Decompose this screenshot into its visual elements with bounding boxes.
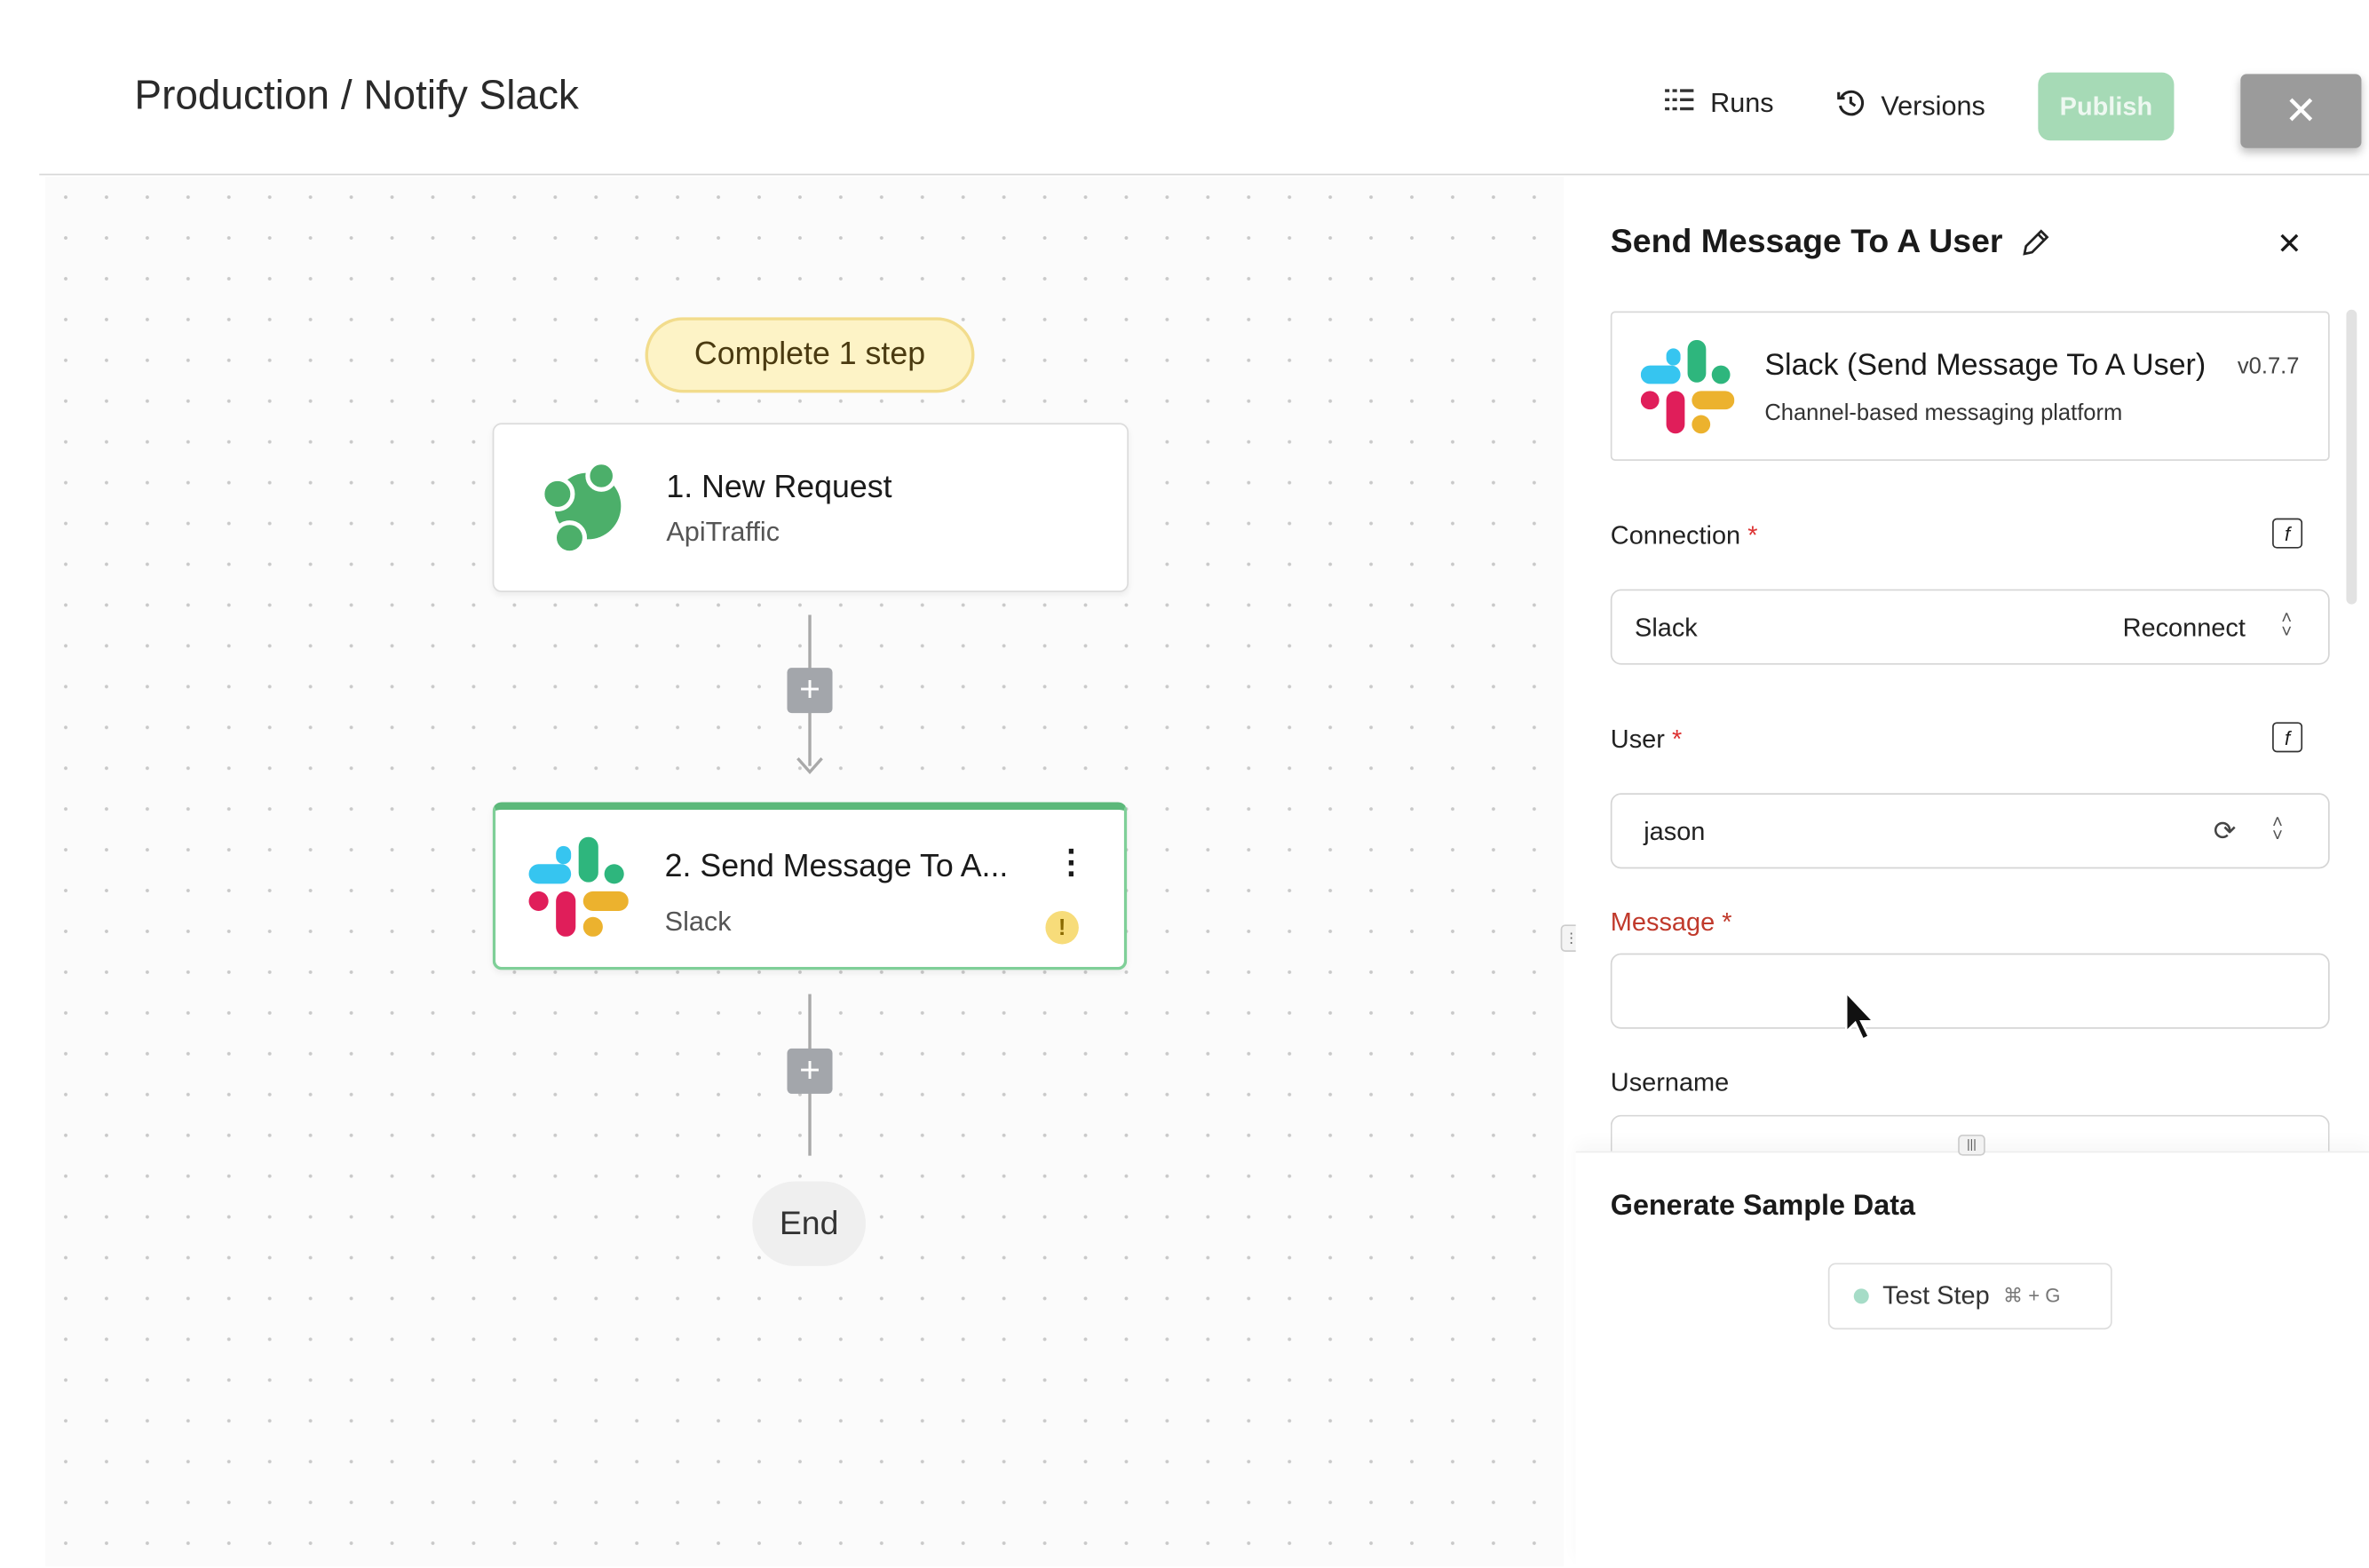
status-dot-icon — [1853, 1288, 1869, 1304]
connection-label: Connection * — [1610, 521, 1758, 550]
dynamic-value-toggle-icon[interactable]: f — [2272, 518, 2303, 549]
close-panel-icon[interactable]: ✕ — [2277, 227, 2302, 262]
chevron-updown-icon: ˄ ˅ — [2281, 607, 2293, 643]
piece-description: Channel-based messaging platform — [1764, 400, 2123, 426]
header-divider — [39, 173, 2369, 176]
piece-card: Slack (Send Message To A User) v0.7.7 Ch… — [1610, 311, 2330, 461]
chevron-updown-icon: ˄ ˅ — [2272, 811, 2283, 846]
list-icon — [1665, 88, 1695, 120]
piece-version: v0.7.7 — [2237, 353, 2300, 380]
add-step-button[interactable]: + — [787, 1048, 833, 1094]
versions-button[interactable]: Versions — [1835, 88, 1985, 126]
section-resize-handle[interactable]: ||| — [1958, 1134, 1985, 1156]
step-node-2[interactable]: 2. Send Message To A... Slack ⋮ ! — [492, 802, 1128, 970]
more-options-icon[interactable]: ⋮ — [1054, 843, 1089, 881]
step-subtitle: ApiTraffic — [666, 516, 780, 547]
add-step-button[interactable]: + — [787, 668, 833, 714]
panel-title: Send Message To A User — [1610, 222, 2003, 260]
message-label: Message * — [1610, 907, 1732, 937]
close-builder-button[interactable]: ✕ — [2240, 74, 2362, 148]
mouse-cursor-icon — [1844, 989, 1878, 1049]
refresh-icon[interactable]: ⟳ — [2213, 815, 2237, 846]
apitraffic-logo-icon — [536, 460, 624, 562]
connection-value: Slack — [1635, 613, 1698, 643]
message-input[interactable] — [1610, 953, 2330, 1029]
slack-logo-icon — [528, 836, 629, 945]
test-step-button[interactable]: Test Step ⌘ + G — [1827, 1263, 2112, 1330]
shortcut-hint: ⌘ + G — [2002, 1284, 2061, 1307]
user-value: jason — [1644, 817, 1706, 846]
sample-data-section — [1575, 1151, 2369, 1568]
connection-select[interactable]: Slack Reconnect ˄ ˅ — [1610, 589, 2330, 665]
end-node: End — [752, 1181, 866, 1266]
user-label: User * — [1610, 725, 1683, 755]
runs-label: Runs — [1710, 87, 1774, 118]
dynamic-value-toggle-icon[interactable]: f — [2272, 722, 2303, 753]
pencil-icon[interactable] — [2018, 226, 2051, 267]
history-icon — [1835, 88, 1866, 126]
runs-button[interactable]: Runs — [1665, 88, 1774, 120]
step-title: 1. New Request — [666, 470, 892, 505]
step-node-1[interactable]: 1. New Request ApiTraffic — [492, 423, 1129, 592]
arrow-down-icon — [796, 756, 824, 777]
sample-data-title: Generate Sample Data — [1610, 1190, 1915, 1223]
slack-logo-icon — [1640, 339, 1735, 441]
versions-label: Versions — [1881, 91, 1985, 122]
breadcrumb: Production / Notify Slack — [134, 72, 579, 118]
warning-icon: ! — [1045, 911, 1079, 945]
test-step-label: Test Step — [1882, 1280, 1990, 1311]
close-icon: ✕ — [2284, 87, 2318, 133]
piece-name: Slack (Send Message To A User) — [1764, 349, 2207, 383]
step-title: 2. Send Message To A... — [664, 849, 1009, 884]
step-subtitle: Slack — [664, 906, 732, 937]
user-select[interactable]: jason ⟳ ˄ ˅ — [1610, 793, 2330, 869]
publish-button[interactable]: Publish — [2038, 72, 2175, 141]
panel-scrollbar[interactable] — [2346, 309, 2357, 605]
username-label: Username — [1610, 1067, 1730, 1097]
reconnect-button[interactable]: Reconnect — [2122, 613, 2246, 643]
status-pill[interactable]: Complete 1 step — [645, 317, 975, 393]
